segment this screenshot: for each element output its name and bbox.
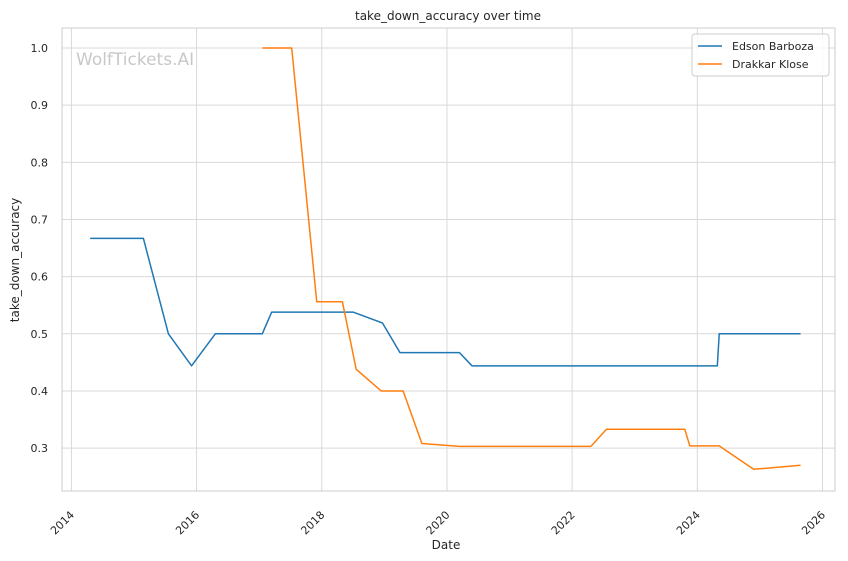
y-tick-labels: 0.3 0.4 0.5 0.6 0.7 0.8 0.9 1.0 — [31, 42, 49, 455]
watermark: WolfTickets.AI — [76, 50, 194, 70]
x-tick-label: 2022 — [549, 508, 578, 537]
chart-title: take_down_accuracy over time — [355, 9, 541, 23]
x-tick-label: 2018 — [298, 508, 327, 537]
series-lines — [90, 47, 801, 471]
grid-lines — [62, 28, 835, 491]
legend-label-drakkar-klose: Drakkar Klose — [732, 58, 809, 71]
series-line-drakkar-klose — [262, 47, 801, 471]
y-tick-label: 0.6 — [31, 271, 49, 284]
y-axis-title: take_down_accuracy — [8, 198, 22, 322]
x-tick-label: 2020 — [424, 508, 453, 537]
y-tick-label: 0.8 — [31, 156, 49, 169]
y-tick-label: 0.4 — [31, 385, 49, 398]
y-tick-label: 0.5 — [31, 328, 49, 341]
y-tick-label: 0.7 — [31, 213, 49, 226]
legend-label-edson-barboza: Edson Barboza — [732, 40, 814, 53]
y-tick-label: 1.0 — [31, 42, 49, 55]
x-tick-labels: 2014 2016 2018 2020 2022 2024 2026 — [48, 508, 828, 537]
x-tick-label: 2014 — [48, 508, 77, 537]
x-tick-label: 2016 — [173, 508, 202, 537]
y-tick-label: 0.3 — [31, 442, 49, 455]
x-tick-label: 2024 — [674, 508, 703, 537]
series-line-edson-barboza — [90, 237, 801, 367]
legend: Edson Barboza Drakkar Klose — [691, 33, 830, 77]
y-tick-label: 0.9 — [31, 99, 49, 112]
x-tick-label: 2026 — [799, 508, 828, 537]
legend-box — [691, 33, 830, 77]
plot-area-frame — [61, 27, 836, 492]
x-axis-title: Date — [432, 538, 461, 552]
